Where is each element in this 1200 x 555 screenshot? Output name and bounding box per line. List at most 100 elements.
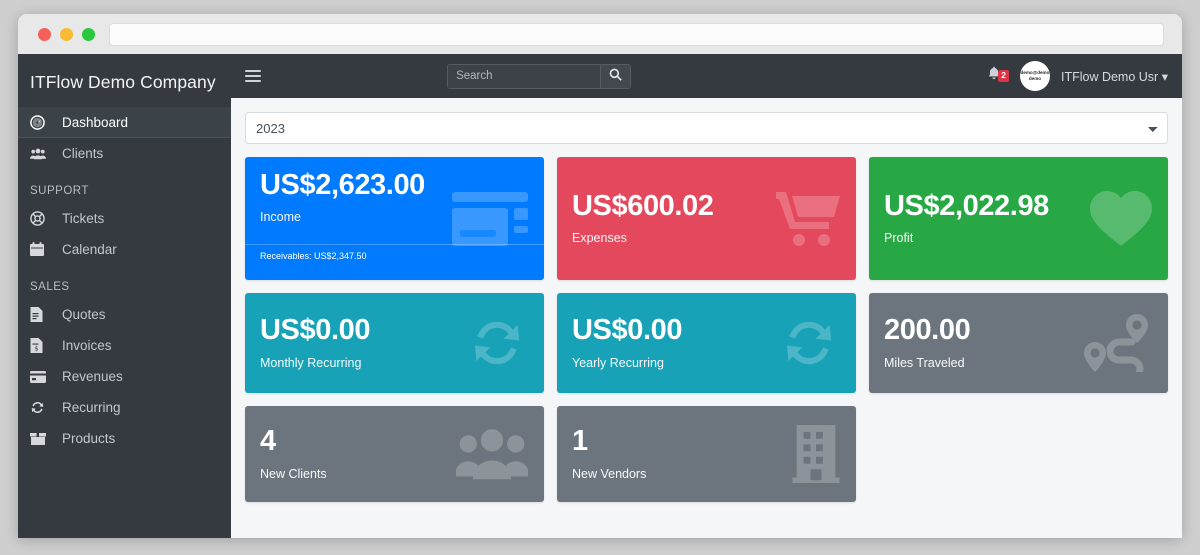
building-icon bbox=[792, 425, 840, 483]
user-group-icon bbox=[454, 428, 530, 480]
sidebar-item-clients[interactable]: Clients bbox=[18, 138, 231, 169]
file-invoice-dollar-icon: $ bbox=[30, 338, 54, 353]
sidebar-group-heading-support: SUPPORT bbox=[30, 185, 89, 197]
sidebar-item-label: Dashboard bbox=[62, 114, 129, 130]
stat-card-value: US$600.02 bbox=[572, 189, 714, 222]
card-row-new-entities: 4 New Clients bbox=[245, 406, 1168, 502]
hamburger-icon[interactable] bbox=[245, 67, 261, 85]
app-shell: ITFlow Demo Company Dashboard bbox=[18, 54, 1182, 538]
avatar[interactable]: demo@demo demo bbox=[1019, 61, 1050, 91]
content-area: 2 demo@demo demo ITFlow Demo Usr ▾ 2023 bbox=[231, 54, 1182, 538]
bell-icon bbox=[987, 66, 1001, 86]
sidebar-item-label: Quotes bbox=[62, 307, 106, 322]
life-ring-icon bbox=[30, 211, 54, 226]
stat-card-body: 4 New Clients bbox=[245, 413, 544, 494]
stat-card-value: US$2,623.00 bbox=[260, 169, 425, 201]
search-icon bbox=[609, 68, 622, 84]
stat-card-label: New Vendors bbox=[572, 466, 647, 481]
stat-card-value: 4 bbox=[260, 425, 276, 458]
avatar-line-2: demo bbox=[1028, 76, 1042, 81]
stat-card-label: Miles Traveled bbox=[884, 355, 965, 370]
stat-card-body: US$2,623.00 Income bbox=[245, 157, 544, 238]
sidebar-item-label: Revenues bbox=[62, 369, 123, 384]
stat-card-income[interactable]: US$2,623.00 Income Receivables: US$2,347… bbox=[245, 157, 544, 280]
stat-card-monthly-recurring[interactable]: US$0.00 Monthly Recurring bbox=[245, 293, 544, 393]
chevron-down-icon: ▾ bbox=[1161, 69, 1168, 84]
sidebar: ITFlow Demo Company Dashboard bbox=[18, 54, 231, 538]
stat-card-label: New Clients bbox=[260, 466, 327, 481]
stat-card-yearly-recurring[interactable]: US$0.00 Yearly Recurring bbox=[557, 293, 856, 393]
credit-card-icon bbox=[30, 370, 54, 383]
window-controls bbox=[38, 27, 95, 41]
year-filter-select[interactable]: 2023 bbox=[245, 112, 1168, 144]
stat-card-new-vendors[interactable]: 1 New Vendors bbox=[557, 406, 856, 502]
sidebar-group-heading-sales: SALES bbox=[30, 281, 70, 293]
svg-text:$: $ bbox=[34, 344, 38, 352]
stat-card-body: US$2,022.98 Profit bbox=[869, 178, 1168, 259]
file-quote-icon bbox=[30, 307, 54, 322]
stat-card-value: US$0.00 bbox=[260, 314, 371, 347]
card-row-recurring: US$0.00 Monthly Recurring US$0.00 bbox=[245, 293, 1168, 393]
tachometer-icon bbox=[30, 114, 54, 130]
search-input[interactable] bbox=[448, 64, 601, 88]
stat-card-profit[interactable]: US$2,022.98 Profit bbox=[869, 157, 1168, 280]
sidebar-item-label: Tickets bbox=[62, 211, 105, 226]
user-menu-button[interactable]: ITFlow Demo Usr ▾ bbox=[1061, 69, 1168, 84]
sync-icon bbox=[778, 314, 840, 372]
stat-card-value: 200.00 bbox=[884, 314, 971, 347]
sidebar-item-label: Recurring bbox=[62, 400, 121, 415]
credit-card-icon bbox=[452, 191, 528, 246]
notifications-button[interactable]: 2 bbox=[987, 66, 1009, 86]
user-menu-label: ITFlow Demo Usr bbox=[1060, 69, 1159, 84]
stat-card-value: US$2,022.98 bbox=[884, 189, 1049, 222]
stat-card-body: 200.00 Miles Traveled bbox=[869, 302, 1168, 383]
sidebar-item-products[interactable]: Products bbox=[18, 423, 231, 454]
stat-card-body: US$600.02 Expenses bbox=[557, 178, 856, 259]
notification-count-badge: 2 bbox=[998, 70, 1009, 82]
stat-card-miles-traveled[interactable]: 200.00 Miles Traveled bbox=[869, 293, 1168, 393]
sidebar-item-tickets[interactable]: Tickets bbox=[18, 203, 231, 234]
avatar-line-1: demo@demo bbox=[1020, 70, 1050, 76]
search-button[interactable] bbox=[600, 64, 631, 88]
browser-window: ITFlow Demo Company Dashboard bbox=[18, 14, 1182, 538]
sidebar-item-label: Calendar bbox=[62, 242, 117, 257]
sync-icon bbox=[30, 400, 54, 415]
stat-card-label: Income bbox=[260, 210, 301, 225]
stat-card-label: Expenses bbox=[572, 231, 627, 246]
sidebar-item-label: Products bbox=[62, 431, 116, 446]
stat-card-value: US$0.00 bbox=[572, 314, 683, 347]
card-row-financial: US$2,623.00 Income Receivables: US$2,347… bbox=[245, 157, 1168, 280]
url-bar[interactable] bbox=[109, 22, 1164, 46]
minimize-window-button[interactable] bbox=[60, 27, 73, 41]
heart-icon bbox=[1090, 190, 1152, 247]
sidebar-item-recurring[interactable]: Recurring bbox=[18, 392, 231, 423]
stat-card-body: US$0.00 Monthly Recurring bbox=[245, 302, 544, 383]
topbar-right: 2 demo@demo demo ITFlow Demo Usr ▾ bbox=[987, 61, 1168, 91]
stat-card-label: Monthly Recurring bbox=[260, 355, 362, 370]
sidebar-item-invoices[interactable]: $ Invoices bbox=[18, 330, 231, 361]
sidebar-item-label: Invoices bbox=[62, 338, 112, 353]
sidebar-item-dashboard[interactable]: Dashboard bbox=[18, 107, 231, 138]
shopping-cart-icon bbox=[776, 190, 840, 248]
sidebar-item-quotes[interactable]: Quotes bbox=[18, 299, 231, 330]
stat-card-body: US$0.00 Yearly Recurring bbox=[557, 302, 856, 383]
search-bar bbox=[447, 63, 632, 89]
close-window-button[interactable] bbox=[38, 27, 51, 41]
browser-titlebar bbox=[18, 14, 1182, 54]
stat-card-value: 1 bbox=[572, 425, 588, 458]
stat-card-footer: Receivables: US$2,347.50 bbox=[245, 244, 544, 269]
sidebar-item-label: Clients bbox=[62, 146, 104, 161]
users-icon bbox=[30, 147, 54, 161]
calendar-icon bbox=[30, 242, 54, 257]
sidebar-item-calendar[interactable]: Calendar bbox=[18, 234, 231, 265]
stat-card-new-clients[interactable]: 4 New Clients bbox=[245, 406, 544, 502]
stat-card-body: 1 New Vendors bbox=[557, 413, 856, 494]
maximize-window-button[interactable] bbox=[82, 27, 95, 41]
box-icon bbox=[30, 432, 54, 445]
stat-card-label: Yearly Recurring bbox=[572, 355, 664, 370]
brand-title: ITFlow Demo Company bbox=[30, 72, 216, 92]
dashboard-main: 2023 bbox=[231, 98, 1182, 538]
sidebar-item-revenues[interactable]: Revenues bbox=[18, 361, 231, 392]
stat-card-expenses[interactable]: US$600.02 Expenses bbox=[557, 157, 856, 280]
topbar: 2 demo@demo demo ITFlow Demo Usr ▾ bbox=[231, 54, 1182, 98]
